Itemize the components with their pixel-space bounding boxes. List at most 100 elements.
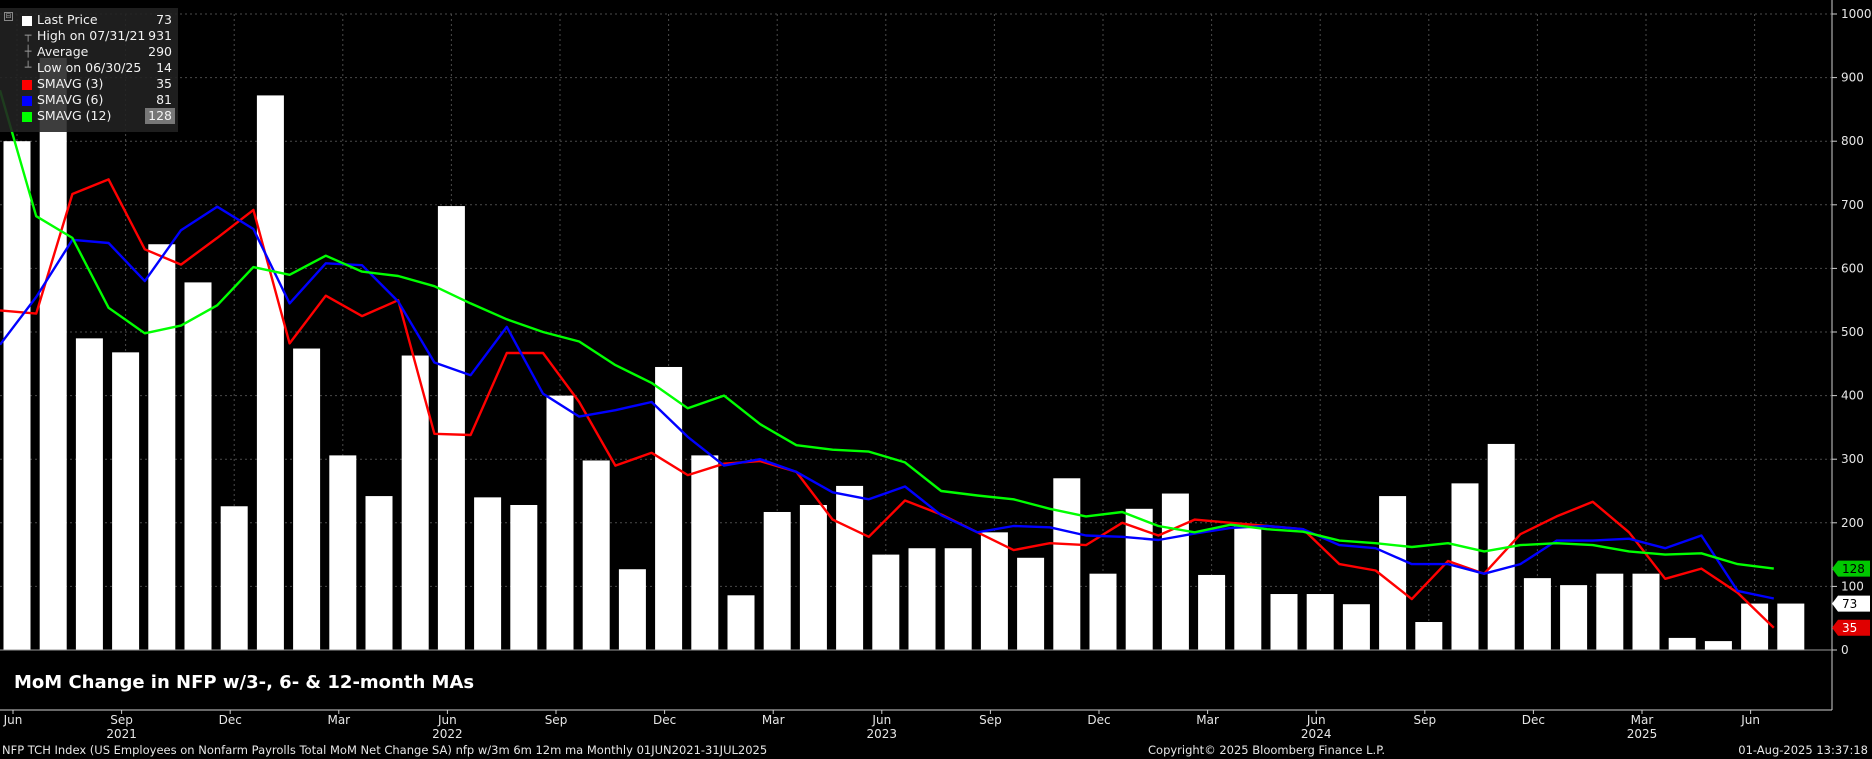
x-year-label: 2023 <box>867 727 898 741</box>
bar <box>329 455 357 650</box>
bar <box>582 460 610 650</box>
bar <box>1560 585 1588 650</box>
x-tick-label: Dec <box>1522 713 1545 727</box>
bar <box>655 366 683 650</box>
x-tick-label: Dec <box>1087 713 1110 727</box>
bar <box>1596 573 1624 650</box>
bar <box>256 95 284 650</box>
x-year-label: 2024 <box>1301 727 1332 741</box>
x-tick-label: Sep <box>1413 713 1436 727</box>
legend-label: High on 07/31/21 <box>37 28 146 43</box>
value-tag-label: 73 <box>1842 597 1857 611</box>
average-marker-icon: ┼ <box>24 45 32 58</box>
value-tag-label: 128 <box>1842 562 1865 576</box>
x-tick-label: Mar <box>327 713 350 727</box>
x-tick-label: Jun <box>871 713 891 727</box>
value-tag-bg <box>1832 619 1870 636</box>
bar <box>1234 525 1262 650</box>
bar <box>401 355 429 650</box>
x-tick-label: Mar <box>1631 713 1654 727</box>
x-tick-label: Jun <box>1306 713 1326 727</box>
bar <box>474 497 502 650</box>
value-tag: 73 <box>1832 595 1870 612</box>
bar <box>39 57 67 651</box>
legend-box[interactable]: ⊟ Last Price 73 ┬ High on 07/31/21 931 ┼ Avera… <box>0 8 178 132</box>
legend-row[interactable]: Last Price 73 <box>0 12 178 28</box>
x-tick-label: Jun <box>1740 713 1760 727</box>
legend-collapse-icon[interactable]: ⊟ <box>4 12 13 21</box>
right-axis-value-tags: 128 73 35 <box>1832 560 1870 636</box>
low-marker-icon: ┴ <box>24 61 32 74</box>
bar <box>1415 622 1443 650</box>
legend-row[interactable]: SMAVG (3) 35 <box>0 76 178 92</box>
y-tick-label: 200 <box>1841 516 1864 530</box>
bar <box>872 554 900 650</box>
x-tick-label: Jun <box>3 713 23 727</box>
bar <box>148 244 176 650</box>
bar <box>293 348 321 650</box>
bar <box>980 532 1008 650</box>
x-axis: Jun Sep Dec Mar Jun Sep Dec Mar Jun Sep Dec Mar Jun S… <box>0 649 1832 741</box>
footer-copyright: Copyright© 2025 Bloomberg Finance L.P. <box>1148 743 1385 757</box>
legend-color-swatch <box>22 112 32 122</box>
value-tag-label: 35 <box>1842 621 1857 635</box>
bar <box>727 595 755 650</box>
y-tick-label: 900 <box>1841 71 1864 85</box>
value-tag-bg <box>1832 560 1870 577</box>
legend-color-swatch <box>22 16 32 26</box>
legend-value: 73 <box>156 12 172 27</box>
x-tick-label: Mar <box>762 713 785 727</box>
y-tick-label: 700 <box>1841 198 1864 212</box>
y-tick-label: 600 <box>1841 261 1864 275</box>
y-tick-label: 0 <box>1841 643 1849 657</box>
bar <box>1198 574 1226 650</box>
bar <box>1777 603 1805 650</box>
legend-row[interactable]: ┴ Low on 06/30/25 14 <box>0 60 178 76</box>
bar <box>691 455 719 650</box>
legend-color-swatch <box>22 80 32 90</box>
x-year-label: 2022 <box>432 727 463 741</box>
value-tag-bg <box>1832 595 1870 612</box>
bar <box>1306 594 1334 650</box>
nfp-chart: 0 100 200 300 400 500 600 700 800 900 1000 Jun Sep D… <box>0 0 1872 741</box>
chart-title: MoM Change in NFP w/3-, 6- & 12-month MA… <box>14 672 475 693</box>
bar <box>1017 557 1045 650</box>
x-tick-label: Dec <box>219 713 242 727</box>
bar <box>1053 478 1081 650</box>
legend-label: Last Price <box>37 12 98 27</box>
bar <box>1089 573 1117 650</box>
legend-row[interactable]: ┬ High on 07/31/21 931 <box>0 28 178 44</box>
value-tag: 35 <box>1832 619 1870 636</box>
x-year-label: 2025 <box>1627 727 1658 741</box>
bar <box>546 395 574 650</box>
bar <box>908 548 936 650</box>
legend-value: 128 <box>145 108 175 124</box>
bar <box>1668 637 1696 650</box>
bar <box>1161 493 1189 650</box>
bar <box>437 206 465 650</box>
x-tick-label: Sep <box>979 713 1002 727</box>
bar <box>112 352 140 650</box>
legend-row[interactable]: SMAVG (6) 81 <box>0 92 178 108</box>
x-year-label: 2021 <box>106 727 137 741</box>
bar <box>799 504 827 650</box>
bar <box>75 338 103 650</box>
legend-color-swatch <box>22 96 32 106</box>
legend-row[interactable]: ┼ Average 290 <box>0 44 178 60</box>
high-marker-icon: ┬ <box>24 29 32 42</box>
legend-label: SMAVG (6) <box>37 92 104 107</box>
bar <box>184 282 212 650</box>
legend-label: SMAVG (12) <box>37 108 112 123</box>
bar <box>365 496 393 650</box>
legend-value: 931 <box>148 28 172 43</box>
legend-value: 81 <box>156 92 172 107</box>
legend-value: 35 <box>156 76 172 91</box>
y-tick-label: 100 <box>1841 579 1864 593</box>
line-smavg-12- <box>0 89 1774 570</box>
bar <box>763 511 791 650</box>
value-tag: 128 <box>1832 560 1870 577</box>
bar <box>1523 578 1551 650</box>
legend-row[interactable]: SMAVG (12) 128 <box>0 108 178 124</box>
bar <box>836 485 864 650</box>
legend-value: 290 <box>148 44 172 59</box>
